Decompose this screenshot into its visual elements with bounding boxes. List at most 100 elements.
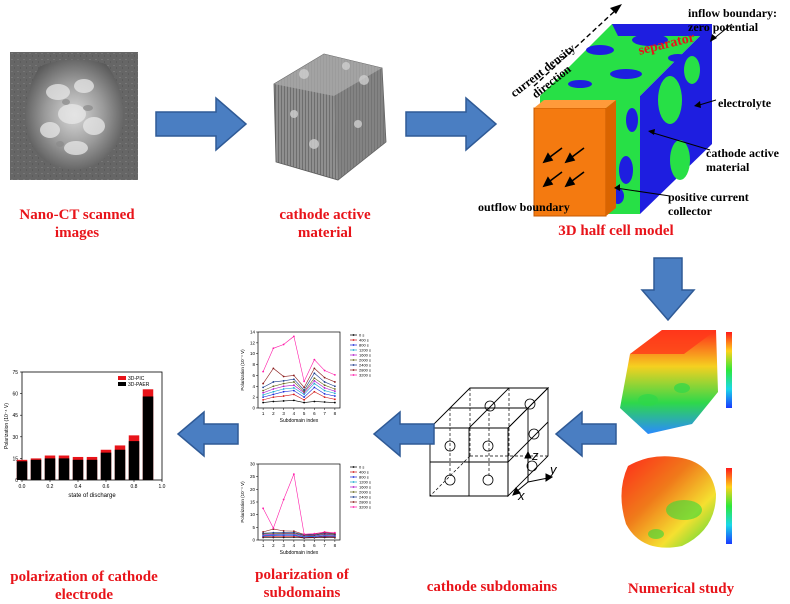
cathode-material-render [254, 44, 404, 194]
legend-label: 3200 s [359, 373, 371, 378]
left-arrow-icon [372, 410, 436, 458]
legend-marker [353, 486, 355, 488]
left-arrow-icon [554, 410, 618, 458]
axis-label-y: y [549, 462, 558, 477]
point [293, 473, 295, 475]
label-electrolyte: electrolyte [718, 96, 771, 110]
point [283, 385, 285, 387]
y-tick-label: 5 [252, 525, 255, 530]
point [262, 507, 264, 509]
point [262, 390, 264, 392]
down-arrow-icon [640, 256, 696, 322]
point [262, 394, 264, 396]
legend-marker [353, 344, 355, 346]
y-tick-label: 6 [252, 373, 255, 378]
series-line-3200 s [263, 336, 335, 381]
point [262, 371, 264, 373]
point [283, 530, 285, 532]
legend-marker [353, 374, 355, 376]
point [293, 390, 295, 392]
legend-marker [353, 481, 355, 483]
caption-half-cell: 3D half cell model [546, 222, 686, 240]
bar-3D-PAER [45, 458, 56, 480]
point [334, 388, 336, 390]
point [324, 384, 326, 386]
point [272, 396, 274, 398]
bar-3D-PAER [73, 460, 84, 480]
legend-label: 3D-PAER [128, 382, 150, 388]
point [293, 375, 295, 377]
point [293, 394, 295, 396]
caption-polarization-subdomains: polarization of subdomains [232, 566, 372, 602]
point [293, 335, 295, 337]
point [334, 398, 336, 400]
point [313, 359, 315, 361]
numerical-study-maps [612, 324, 762, 564]
axis-label-x: x [517, 488, 525, 503]
point [324, 393, 326, 395]
legend-marker [353, 491, 355, 493]
x-tick-label: 2 [272, 411, 275, 416]
point [334, 385, 336, 387]
caption-cathode-material: cathode active material [252, 206, 398, 242]
y-tick-label: 12 [250, 340, 256, 345]
point [334, 390, 336, 392]
point [262, 531, 264, 533]
caption-polarization-cathode: polarization of cathode electrode [4, 568, 164, 604]
point [334, 392, 336, 394]
legend-marker [353, 471, 355, 473]
x-tick-label: 0.4 [75, 484, 82, 490]
y-tick-label: 45 [12, 413, 18, 419]
subdomain-polarization-chart-upper: 02468101214123456780 s400 s800 s1200 s16… [236, 326, 376, 428]
point [303, 402, 305, 404]
point [313, 380, 315, 382]
point [324, 390, 326, 392]
legend-marker [353, 364, 355, 366]
point [293, 530, 295, 532]
point [262, 386, 264, 388]
point [272, 527, 274, 529]
right-arrow-icon [404, 96, 498, 152]
caption-numerical-study: Numerical study [616, 580, 746, 598]
bar-3D-PAER [101, 453, 112, 480]
point [303, 391, 305, 393]
point [262, 402, 264, 404]
y-tick-label: 10 [250, 512, 256, 517]
point [293, 378, 295, 380]
x-tick-label: 4 [293, 411, 296, 416]
plot-frame [258, 464, 340, 540]
series-line-3200 s [263, 474, 335, 534]
right-arrow-icon [154, 96, 248, 152]
legend-marker [353, 501, 355, 503]
point [272, 347, 274, 349]
point [324, 381, 326, 383]
point [324, 396, 326, 398]
y-tick-label: 4 [252, 384, 255, 389]
x-tick-label: 7 [323, 411, 326, 416]
bar-3D-PAER [129, 441, 140, 480]
point [313, 401, 315, 403]
point [272, 388, 274, 390]
bar-3D-PAER [115, 450, 126, 480]
point [283, 344, 285, 346]
point [283, 499, 285, 501]
axis-label-z: z [531, 448, 539, 463]
label-cathode-active: cathode active material [706, 146, 790, 174]
x-axis-label: Subdomain index [280, 418, 319, 424]
point [272, 532, 274, 534]
point [334, 532, 336, 534]
y-tick-label: 10 [250, 351, 256, 356]
point [303, 386, 305, 388]
x-axis-label: Subdomain index [280, 550, 319, 556]
left-arrow-icon [176, 410, 240, 458]
point [334, 402, 336, 404]
y-tick-label: 30 [250, 462, 256, 467]
y-axis-label: Polarization (10⁻⁴ V) [240, 481, 245, 523]
x-axis-label: state of discharge [68, 493, 116, 499]
bar-3D-PAER [87, 460, 98, 480]
legend-marker [353, 466, 355, 468]
x-tick-label: 2 [272, 543, 275, 548]
point [293, 400, 295, 402]
x-tick-label: 8 [334, 411, 337, 416]
